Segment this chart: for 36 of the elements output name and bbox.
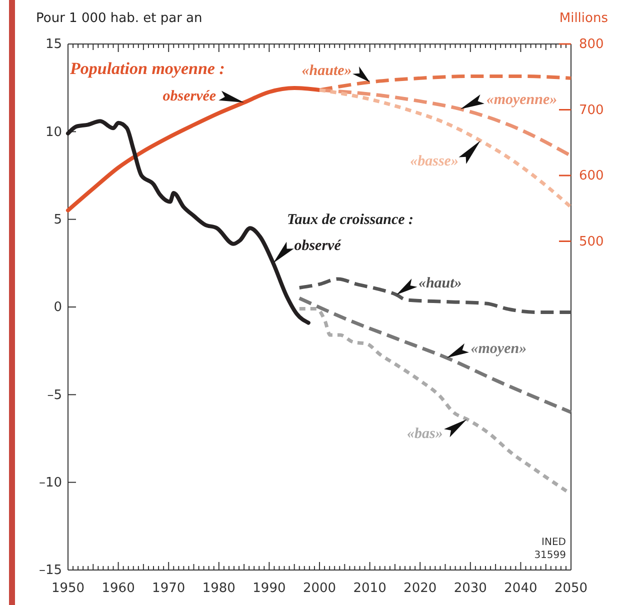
annotation: Taux de croissance : [287,212,414,228]
y-tick-label: 10 [45,124,62,140]
x-tick-label: 2050 [554,581,588,596]
annotation: 31599 [534,550,566,561]
series-label: «basse» [410,154,458,170]
annotation: Population moyenne : [69,59,225,78]
x-tick-label: 2000 [302,581,336,596]
y-tick-label: 5 [54,212,62,228]
series-label: «moyenne» [486,92,558,108]
series-label: «bas» [407,426,443,442]
series-label: observée [162,88,216,105]
y2-tick-label: 500 [579,234,604,250]
x-tick-label: 1970 [152,581,186,596]
y-tick-label: –15 [38,563,62,578]
series-label: «haute» [302,63,352,80]
x-tick-label: 1960 [102,581,135,596]
series-label: «moyen» [470,340,527,357]
y2-tick-label: 700 [579,102,604,118]
x-tick-label: 1950 [51,581,85,596]
y2-tick-label: 800 [579,37,604,52]
series-label: «haut» [418,276,462,292]
x-tick-label: 1990 [252,581,286,596]
x-tick-label: 2040 [504,581,538,596]
y2-axis-title: Millions [559,11,608,26]
series-label: observé [294,238,342,254]
x-tick-label: 1980 [202,581,236,596]
y-tick-label: 0 [54,300,62,316]
x-tick-label: 2030 [454,581,487,596]
y-tick-label: 15 [45,37,62,52]
x-tick-label: 2010 [353,581,386,596]
annotation: INED [542,537,566,548]
y-tick-label: –10 [38,475,62,490]
y-tick-label: –5 [47,388,62,403]
y2-tick-label: 600 [579,168,604,184]
y-axis-title: Pour 1 000 hab. et par an [36,11,202,26]
x-tick-label: 2020 [404,581,437,596]
